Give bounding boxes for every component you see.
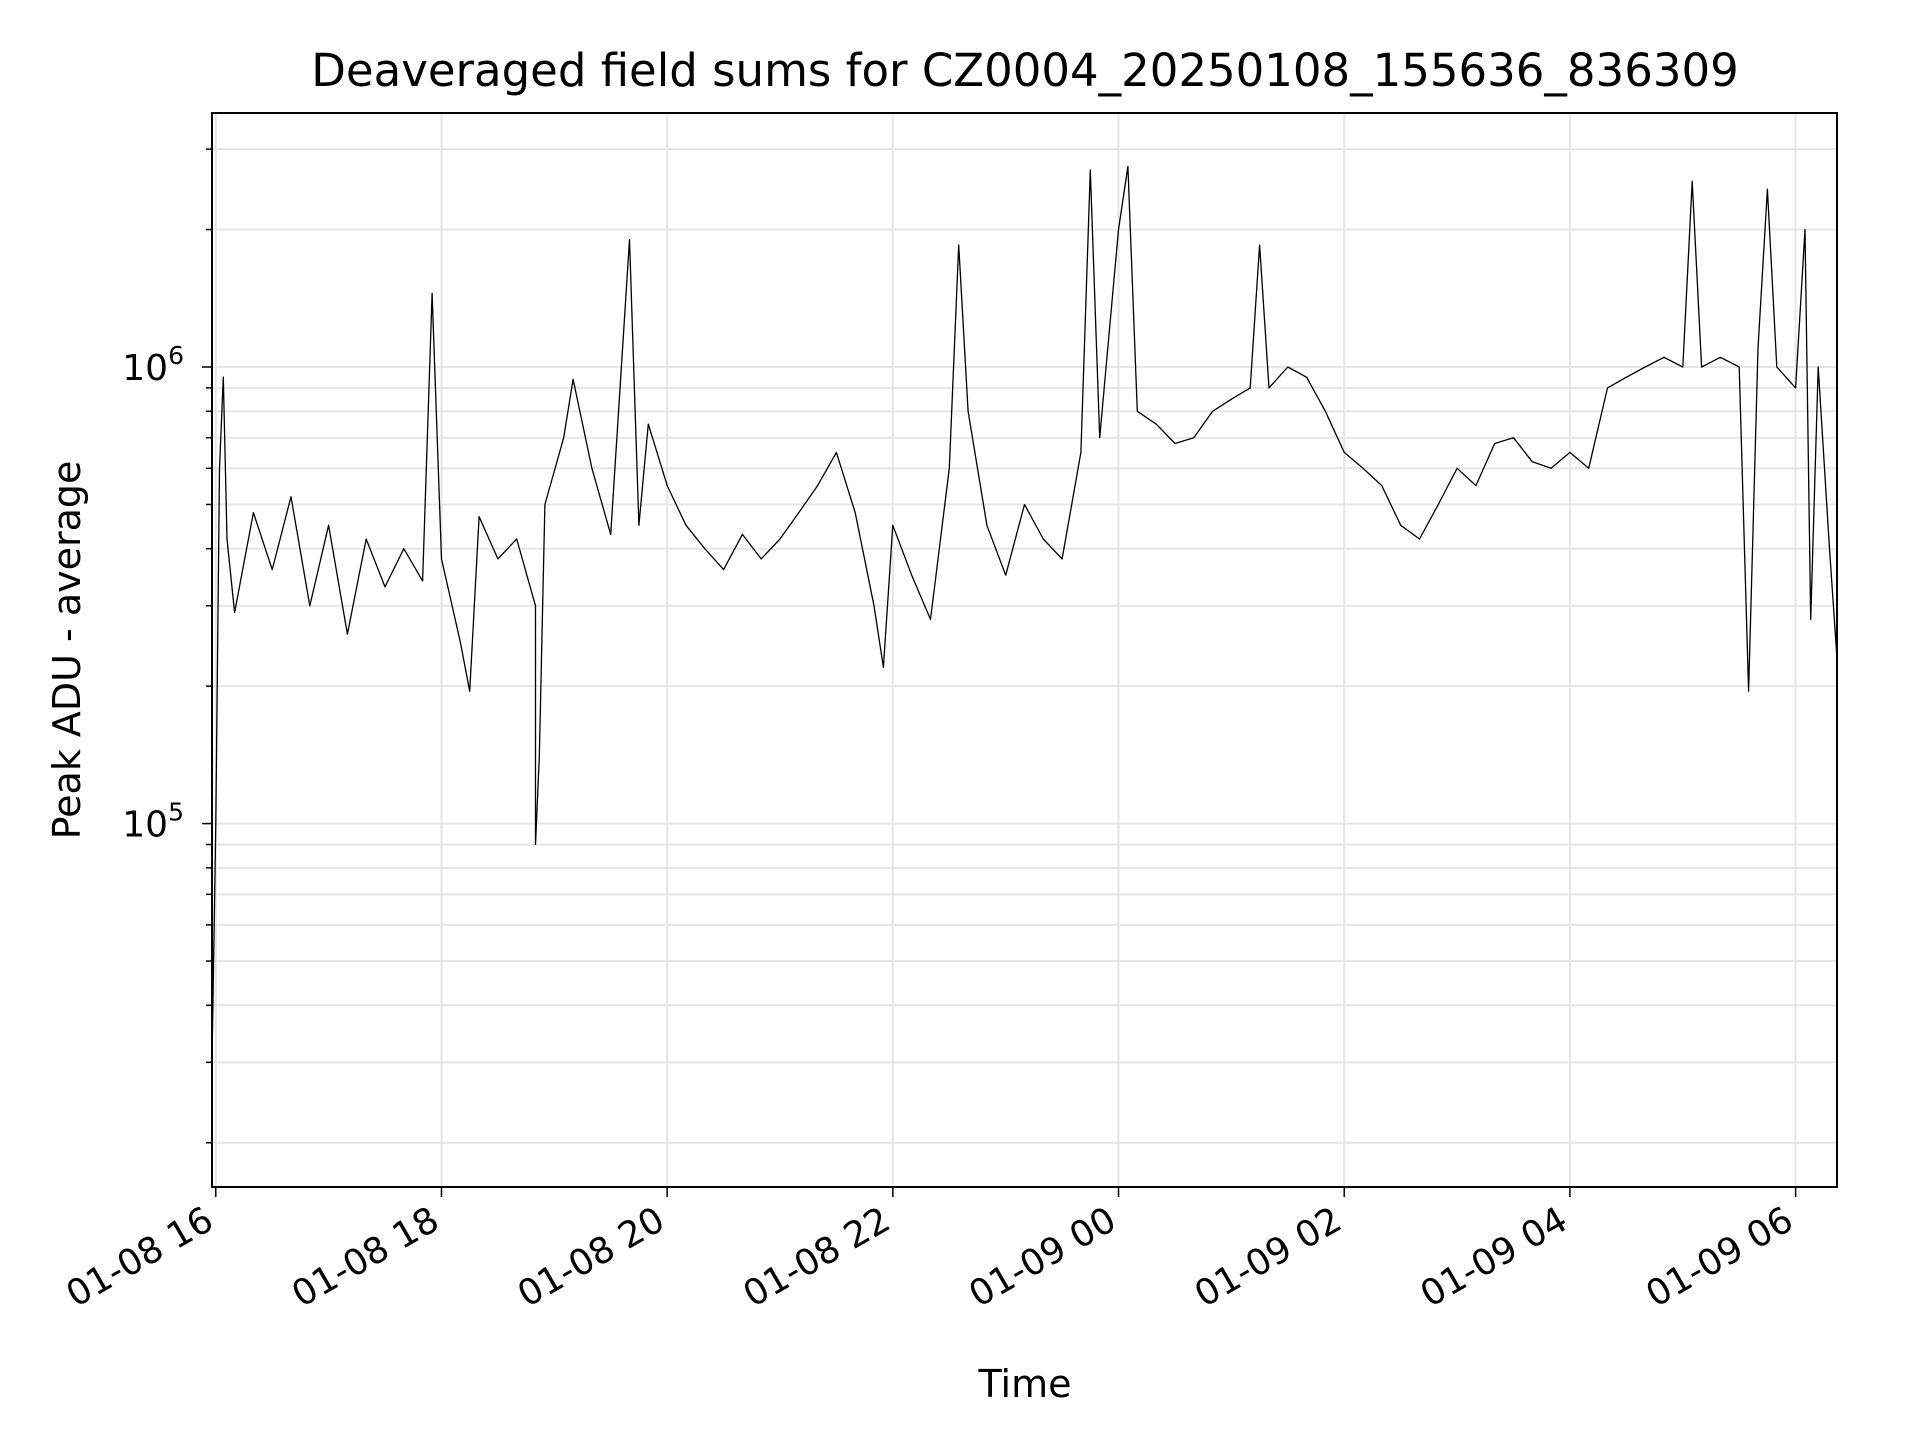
plot-frame	[211, 112, 1838, 1188]
y-tick-label: 106	[122, 341, 184, 389]
series-line	[211, 165, 1838, 1063]
y-tick-label: 105	[122, 798, 184, 846]
x-axis-ticks: 01-08 16 01-08 18 01-08 20 01-08 22 01-09 00…	[60, 1187, 1800, 1316]
x-tick-label: 01-09 02	[1188, 1199, 1349, 1315]
y-axis-ticks: 105 106	[122, 148, 212, 1144]
grid	[212, 113, 1837, 1187]
x-tick-label: 01-08 18	[285, 1199, 446, 1315]
x-axis-label: Time	[978, 1362, 1072, 1406]
x-tick-label: 01-09 04	[1414, 1199, 1575, 1315]
x-tick-label: 01-08 20	[511, 1199, 672, 1315]
x-tick-label: 01-08 22	[737, 1199, 898, 1315]
chart-title: Deaveraged field sums for CZ0004_2025010…	[311, 44, 1738, 97]
x-tick-label: 01-09 00	[962, 1199, 1123, 1315]
y-axis-label: Peak ADU - average	[45, 461, 89, 840]
x-tick-label: 01-09 06	[1639, 1199, 1800, 1315]
x-tick-label: 01-08 16	[60, 1199, 221, 1315]
